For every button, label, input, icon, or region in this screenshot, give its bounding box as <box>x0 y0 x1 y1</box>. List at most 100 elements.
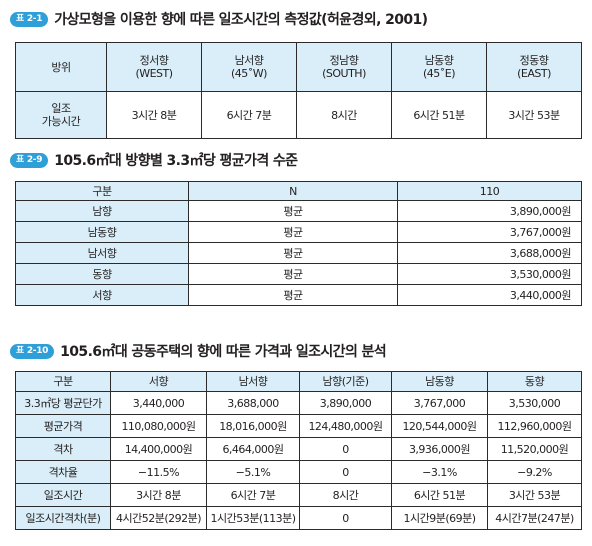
col-sub: (SOUTH) <box>322 67 366 80</box>
row-label-line: 가능시간 <box>41 115 81 128</box>
table3-row-label: 3.3㎡당 평균단가 <box>15 391 111 415</box>
table2-row-label: 서향 <box>15 284 189 306</box>
table3-caption: 표 2-10 105.6㎡대 공동주택의 향에 따른 가격과 일조시간의 분석 <box>10 341 387 361</box>
table2-badge: 표 2-9 <box>10 152 49 168</box>
table2-cell: 3,530,000원 <box>397 263 582 285</box>
table1: 방위 정서향 (WEST) 남서향 (45˚W) 정남향 (SOUTH) 남동향… <box>15 42 582 139</box>
table2-row-label: 남서향 <box>15 242 189 264</box>
table3-cell: 0 <box>299 460 392 484</box>
table3-cell: −9.2% <box>487 460 582 484</box>
table3-row-label: 일조시간격차(분) <box>15 506 111 530</box>
table2-row-label: 동향 <box>15 263 189 285</box>
table2: 구분 N 110 남향 평균 3,890,000원 남동향 평균 3,767,0… <box>15 181 582 306</box>
table3-header: 남동향 <box>391 371 488 392</box>
table3-header: 구분 <box>15 371 111 392</box>
table3-cell: 11,520,000원 <box>487 437 582 461</box>
table3-header: 동향 <box>487 371 582 392</box>
table3-cell: 110,080,000원 <box>110 414 207 438</box>
row-label-line: 일조 <box>51 102 71 115</box>
table2-header: N <box>188 181 398 201</box>
table1-cell: 3시간 53분 <box>486 91 582 139</box>
table2-row: 남서향 평균 3,688,000원 <box>15 242 582 264</box>
table3-cell: 120,544,000원 <box>391 414 488 438</box>
table2-caption: 표 2-9 105.6㎡대 방향별 3.3㎡당 평균가격 수준 <box>10 150 298 170</box>
table1-col-header: 정동향 (EAST) <box>486 42 582 92</box>
table3: 구분 서향 남서향 남향(기준) 남동향 동향 3.3㎡당 평균단가 3,440… <box>15 371 582 530</box>
col-name: 정동향 <box>519 54 549 67</box>
table1-cell: 6시간 51분 <box>391 91 487 139</box>
table3-cell: 18,016,000원 <box>206 414 300 438</box>
col-sub: (45˚W) <box>231 67 267 80</box>
table3-cell: 0 <box>299 437 392 461</box>
table1-cell: 3시간 8분 <box>106 91 202 139</box>
table3-title: 105.6㎡대 공동주택의 향에 따른 가격과 일조시간의 분석 <box>60 344 387 360</box>
table1-header-row: 방위 정서향 (WEST) 남서향 (45˚W) 정남향 (SOUTH) 남동향… <box>15 42 582 92</box>
table2-header-row: 구분 N 110 <box>15 181 582 201</box>
table3-row: 일조시간격차(분) 4시간52분(292분) 1시간53분(113분) 0 1시… <box>15 506 582 530</box>
table3-cell: 1시간9분(69분) <box>391 506 488 530</box>
col-name: 남동향 <box>424 54 454 67</box>
table3-cell: 6,464,000원 <box>206 437 300 461</box>
table2-cell: 평균 <box>188 221 398 243</box>
table1-cell: 6시간 7분 <box>201 91 297 139</box>
table3-cell: −5.1% <box>206 460 300 484</box>
table2-cell: 3,767,000원 <box>397 221 582 243</box>
table3-row-label: 일조시간 <box>15 483 111 507</box>
table1-title: 가상모형을 이용한 향에 따른 일조시간의 측정값(허윤경외, 2001) <box>54 12 428 28</box>
table3-header: 남서향 <box>206 371 300 392</box>
table3-badge: 표 2-10 <box>10 343 55 359</box>
table1-header-label: 방위 <box>15 42 107 92</box>
table3-cell: 0 <box>299 506 392 530</box>
table1-col-header: 정남향 (SOUTH) <box>296 42 392 92</box>
table3-cell: 3시간 53분 <box>487 483 582 507</box>
table2-cell: 평균 <box>188 242 398 264</box>
col-name: 남서향 <box>234 54 264 67</box>
table3-cell: 6시간 51분 <box>391 483 488 507</box>
col-name: 정남향 <box>329 54 359 67</box>
table1-caption: 표 2-1 가상모형을 이용한 향에 따른 일조시간의 측정값(허윤경외, 20… <box>10 9 428 29</box>
table2-cell: 3,688,000원 <box>397 242 582 264</box>
table3-cell: 112,960,000원 <box>487 414 582 438</box>
table3-cell: 4시간52분(292분) <box>110 506 207 530</box>
table3-row-label: 격차율 <box>15 460 111 484</box>
table1-row: 일조 가능시간 3시간 8분 6시간 7분 8시간 6시간 51분 3시간 53… <box>15 91 582 139</box>
table3-header: 남향(기준) <box>299 371 392 392</box>
col-sub: (45˚E) <box>422 67 456 80</box>
table2-cell: 평균 <box>188 263 398 285</box>
table3-cell: 3시간 8분 <box>110 483 207 507</box>
table3-row: 평균가격 110,080,000원 18,016,000원 124,480,00… <box>15 414 582 438</box>
table3-cell: 3,688,000 <box>206 391 300 415</box>
table2-row: 동향 평균 3,530,000원 <box>15 263 582 285</box>
table3-row: 격차 14,400,000원 6,464,000원 0 3,936,000원 1… <box>15 437 582 461</box>
table1-col-header: 남서향 (45˚W) <box>201 42 297 92</box>
table3-cell: 124,480,000원 <box>299 414 392 438</box>
table3-cell: −3.1% <box>391 460 488 484</box>
table3-cell: 3,890,000 <box>299 391 392 415</box>
table3-row: 격차율 −11.5% −5.1% 0 −3.1% −9.2% <box>15 460 582 484</box>
table2-title: 105.6㎡대 방향별 3.3㎡당 평균가격 수준 <box>54 153 298 169</box>
table1-col-header: 남동향 (45˚E) <box>391 42 487 92</box>
table3-header-row: 구분 서향 남서향 남향(기준) 남동향 동향 <box>15 371 582 392</box>
col-sub: (WEST) <box>135 67 173 80</box>
table3-row: 일조시간 3시간 8분 6시간 7분 8시간 6시간 51분 3시간 53분 <box>15 483 582 507</box>
table2-row: 남향 평균 3,890,000원 <box>15 200 582 222</box>
table3-cell: 4시간7분(247분) <box>487 506 582 530</box>
table3-cell: −11.5% <box>110 460 207 484</box>
table2-cell: 평균 <box>188 284 398 306</box>
table2-row: 서향 평균 3,440,000원 <box>15 284 582 306</box>
table2-row-label: 남향 <box>15 200 189 222</box>
table1-col-header: 정서향 (WEST) <box>106 42 202 92</box>
table2-header: 110 <box>397 181 582 201</box>
table3-cell: 3,767,000 <box>391 391 488 415</box>
table2-cell: 3,890,000원 <box>397 200 582 222</box>
col-sub: (EAST) <box>517 67 551 80</box>
table3-cell: 8시간 <box>299 483 392 507</box>
table3-row: 3.3㎡당 평균단가 3,440,000 3,688,000 3,890,000… <box>15 391 582 415</box>
table2-row: 남동향 평균 3,767,000원 <box>15 221 582 243</box>
table1-row-label: 일조 가능시간 <box>15 91 107 139</box>
table3-cell: 6시간 7분 <box>206 483 300 507</box>
table3-cell: 14,400,000원 <box>110 437 207 461</box>
table3-header: 서향 <box>110 371 207 392</box>
table3-row-label: 평균가격 <box>15 414 111 438</box>
table3-cell: 3,530,000 <box>487 391 582 415</box>
